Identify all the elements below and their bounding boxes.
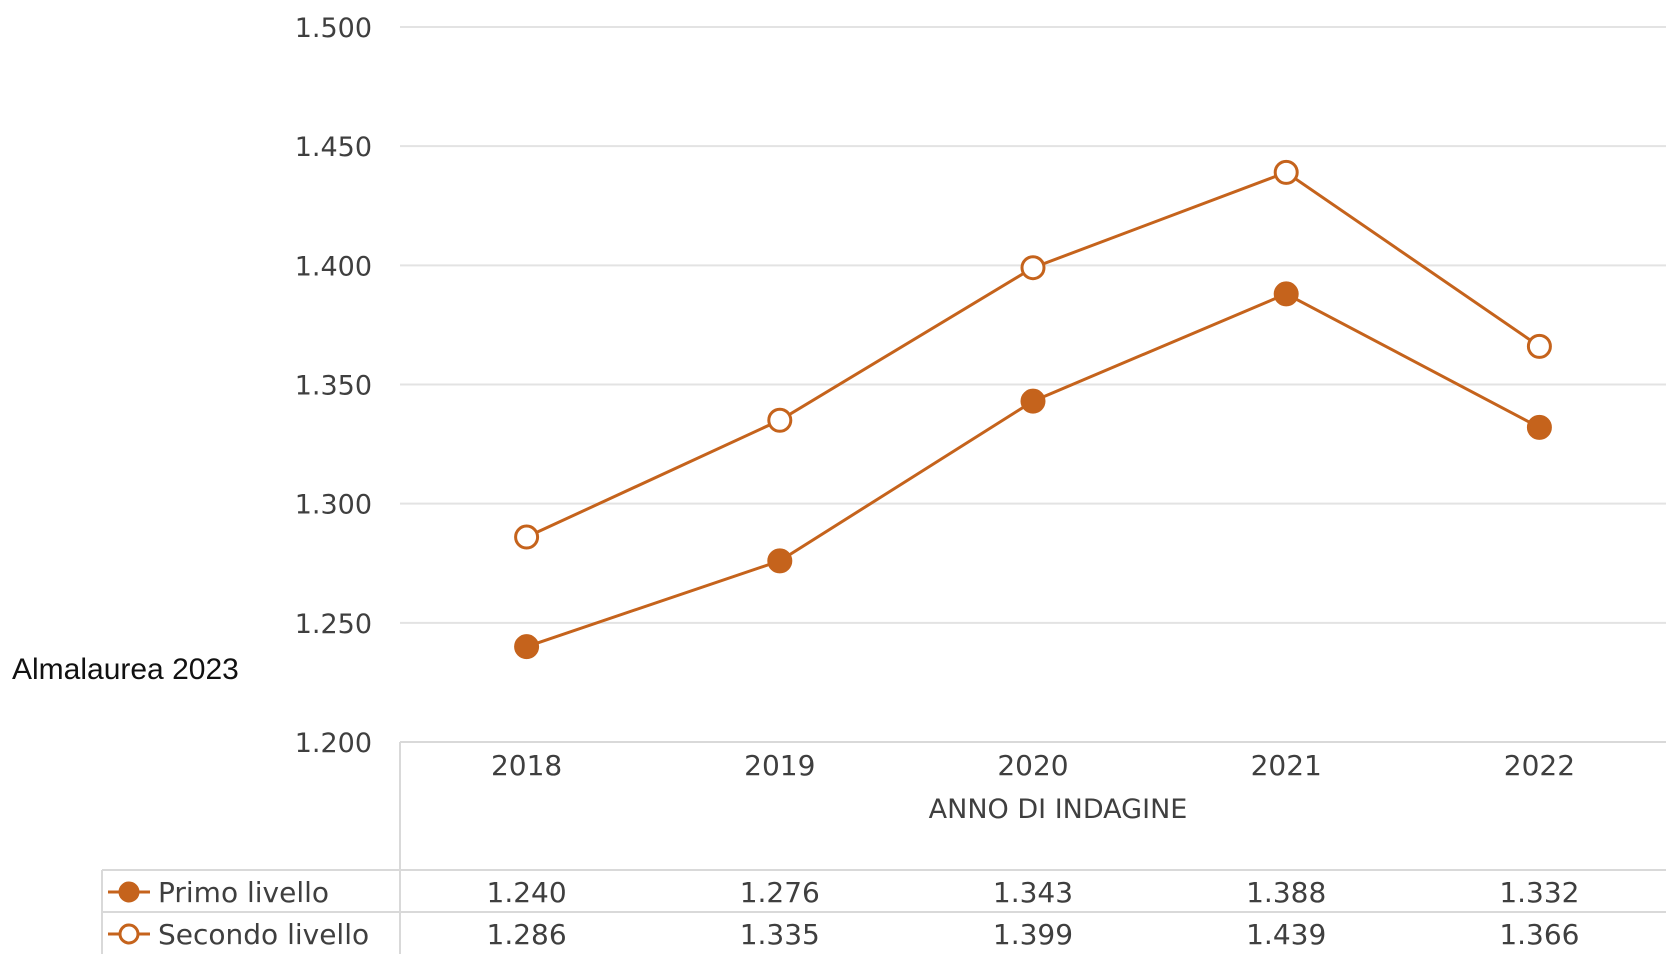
table-value-cell: 1.399: [993, 918, 1073, 951]
data-table-borders: [101, 741, 1666, 954]
x-axis-category-labels: 2018 2019 2020 2021 2022: [491, 749, 1575, 782]
gridlines: [400, 26, 1666, 624]
legend-key-marker: [118, 881, 140, 903]
data-point: [1273, 281, 1299, 307]
x-category-label: 2020: [997, 749, 1068, 782]
series-line-1: [526, 292, 1541, 649]
data-point: [514, 634, 540, 660]
data-point: [1020, 255, 1046, 281]
table-value-cell: 1.240: [487, 876, 567, 909]
y-tick-label: 1.200: [295, 728, 372, 759]
data-point: [514, 524, 540, 550]
legend-series-name: Secondo livello: [158, 918, 369, 951]
y-tick-label: 1.350: [295, 371, 372, 402]
y-tick-label: 1.450: [295, 132, 372, 163]
table-value-cell: 1.332: [1499, 876, 1579, 909]
data-point: [1526, 414, 1552, 440]
legend-table: Primo livello 1.240 1.276 1.343 1.388 1.332 Se…: [108, 876, 1579, 951]
data-point: [1273, 159, 1299, 185]
series-line-2: [525, 170, 1541, 539]
y-tick-label: 1.500: [295, 13, 372, 44]
source-note: Almalaurea 2023: [12, 653, 239, 686]
x-axis-title: ANNO DI INDAGINE: [929, 794, 1188, 825]
table-value-cell: 1.276: [740, 876, 820, 909]
table-value-cell: 1.335: [740, 918, 820, 951]
y-tick-label: 1.300: [295, 490, 372, 521]
x-category-label: 2019: [744, 749, 815, 782]
data-point: [1526, 333, 1552, 359]
x-category-label: 2021: [1251, 749, 1322, 782]
table-value-cell: 1.343: [993, 876, 1073, 909]
table-value-cell: 1.366: [1499, 918, 1579, 951]
table-value-cell: 1.286: [487, 918, 567, 951]
table-value-cell: 1.388: [1246, 876, 1326, 909]
data-point: [767, 548, 793, 574]
legend-key-marker: [118, 923, 140, 945]
x-category-label: 2018: [491, 749, 562, 782]
y-axis-tick-labels: 1.200 1.250 1.300 1.350 1.400 1.450 1.500: [295, 13, 372, 759]
series-points: [514, 159, 1552, 660]
x-category-label: 2022: [1504, 749, 1575, 782]
data-point: [1020, 388, 1046, 414]
y-tick-label: 1.250: [295, 609, 372, 640]
data-point: [767, 407, 793, 433]
y-tick-label: 1.400: [295, 251, 372, 282]
table-value-cell: 1.439: [1246, 918, 1326, 951]
legend-series-name: Primo livello: [158, 876, 329, 909]
